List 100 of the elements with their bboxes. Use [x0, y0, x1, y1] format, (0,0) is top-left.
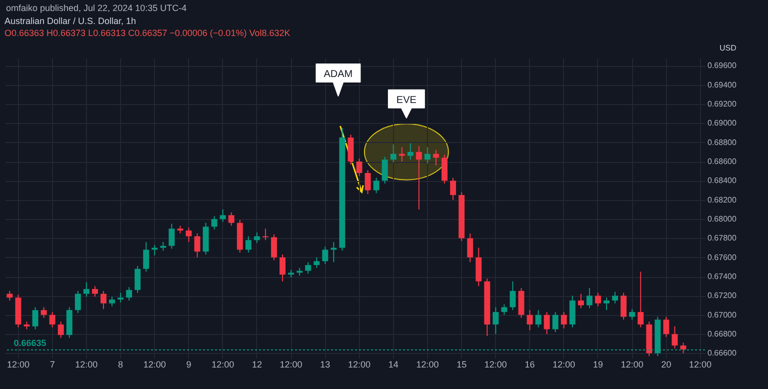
candlestick: [680, 342, 686, 354]
candlestick: [211, 216, 218, 230]
y-tick-label: 0.69600: [708, 61, 737, 70]
candlestick: [407, 142, 414, 160]
candlestick: [578, 293, 584, 309]
y-tick-label: 0.67600: [708, 252, 737, 262]
x-tick-label: 12:00: [416, 360, 439, 370]
candlestick: [442, 154, 448, 184]
candlestick: [560, 311, 567, 329]
ref-line-label: 0.66635: [14, 338, 46, 348]
x-tick-label: 12:00: [348, 360, 371, 370]
y-axis-title: USD: [720, 44, 737, 52]
x-tick-label: 12:00: [689, 360, 712, 370]
candlestick: [450, 177, 456, 200]
candlestick: [467, 232, 474, 263]
candlestick: [83, 282, 90, 298]
candlestick: [373, 177, 380, 194]
candlestick: [620, 292, 627, 320]
candlestick: [382, 156, 388, 184]
y-tick-label: 0.68800: [708, 138, 737, 147]
candlestick: [6, 290, 13, 301]
candlestick: [58, 321, 64, 338]
x-tick-label: 19: [592, 360, 604, 370]
x-tick-label: 12:00: [75, 360, 98, 370]
candlestick: [194, 232, 200, 258]
candlestick: [586, 288, 592, 309]
candlestick: [126, 286, 132, 301]
annotation: EVE: [396, 94, 417, 106]
x-tick-label: 7: [50, 360, 55, 370]
candlestick: [672, 326, 678, 349]
candlestick: [416, 146, 422, 210]
y-tick-label: 0.67000: [708, 310, 737, 320]
candlestick: [100, 290, 106, 310]
candlestick: [271, 234, 277, 261]
candlestick: [476, 247, 482, 287]
x-tick-label: 12:00: [6, 360, 30, 370]
candlestick: [220, 208, 226, 222]
annotation: ADAM: [324, 68, 353, 80]
candlestick: [254, 232, 260, 244]
candlestick: [109, 296, 115, 307]
x-tick-label: 13: [320, 360, 330, 370]
y-tick-label: 0.68200: [708, 195, 737, 204]
candlestick: [228, 212, 234, 226]
candlestick: [40, 306, 47, 318]
candlestick: [168, 223, 175, 250]
y-tick-label: 0.67200: [708, 291, 737, 300]
candlestick: [663, 316, 670, 338]
candlestick: [32, 306, 38, 330]
candlestick: [390, 144, 396, 163]
y-tick-label: 0.69200: [708, 100, 737, 109]
candlestick: [314, 256, 320, 268]
candlestick: [322, 246, 328, 265]
candlestick: [612, 291, 618, 304]
y-tick-label: 0.69400: [708, 80, 737, 90]
candlestick: [245, 236, 252, 254]
candlestick: [526, 310, 533, 331]
x-tick-label: 8: [118, 360, 124, 370]
chart-subtitle: O0.66363 H0.66373 L0.66313 C0.66357 −0.00006 (−0.01%) Vol8.632K: [4, 28, 290, 38]
y-tick-label: 0.69000: [708, 118, 737, 128]
candlestick: [433, 150, 439, 166]
candlestick: [364, 170, 371, 195]
candlestick: [305, 262, 312, 274]
candlestick: [510, 280, 516, 311]
x-tick-label: 16: [524, 360, 535, 370]
x-tick-label: 9: [186, 360, 192, 370]
candlestick: [356, 158, 362, 176]
x-tick-label: 15: [456, 360, 467, 370]
candlestick: [501, 304, 508, 316]
x-tick-label: 12:00: [143, 360, 166, 370]
candlestick: [595, 292, 601, 307]
text: omfaiko published, Jul 22, 2024 10:35 UTC-4: [5, 2, 188, 15]
candlestick: [186, 227, 192, 243]
candlestick: [424, 146, 430, 164]
y-tick-label: 0.68000: [708, 214, 737, 224]
x-tick-label: 12:00: [620, 360, 644, 370]
candlestick: [134, 265, 141, 294]
candlestick: [92, 286, 98, 298]
candlestick: [604, 297, 610, 311]
y-tick-label: 0.67800: [708, 234, 737, 243]
y-tick-label: 0.66800: [708, 330, 737, 339]
x-tick-label: 12: [252, 360, 262, 370]
candlestick: [544, 311, 550, 335]
candlestick: [118, 292, 124, 303]
y-tick-label: 0.68600: [708, 157, 737, 166]
candlestick: [638, 271, 644, 328]
candlestick: [629, 308, 636, 320]
x-tick-label: 14: [388, 360, 398, 370]
candlestick: [49, 311, 56, 328]
y-tick-label: 0.67400: [708, 272, 737, 282]
candlestick: [398, 146, 405, 162]
x-tick-label: 12:00: [484, 360, 507, 370]
candlestick: [280, 254, 286, 282]
candlestick: [535, 310, 542, 328]
candlestick: [492, 306, 499, 335]
x-tick-label: 12:00: [552, 360, 576, 370]
candlestick: [348, 134, 354, 165]
candlestick: [74, 290, 81, 314]
candlestick: [552, 311, 558, 333]
x-tick-label: 20: [661, 360, 672, 370]
y-tick-label: 0.68400: [708, 176, 737, 186]
